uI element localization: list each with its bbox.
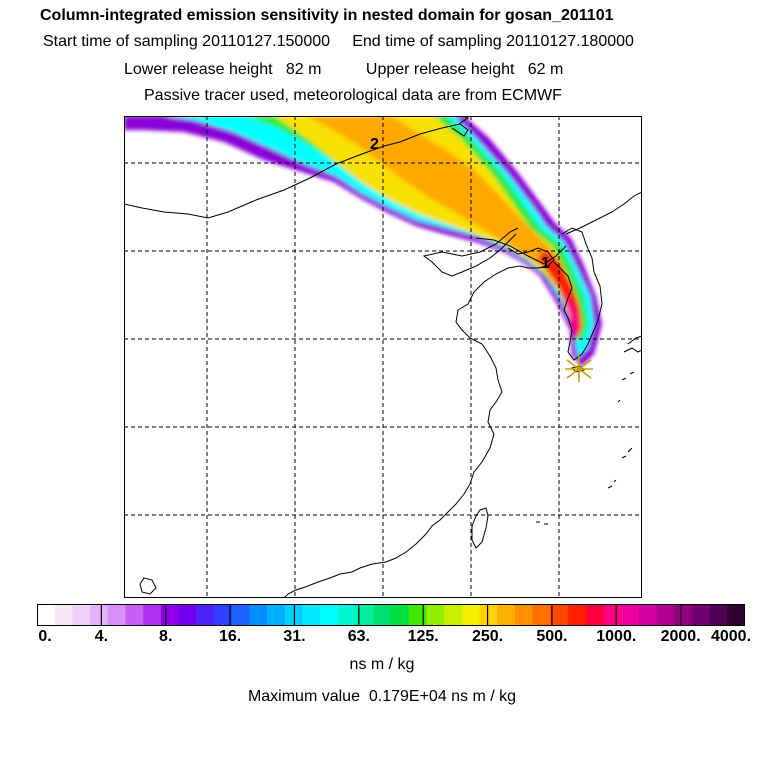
sensitivity-map: 2 1	[124, 116, 642, 598]
color-scale-frame	[37, 604, 745, 626]
color-swatch	[373, 604, 392, 626]
color-swatch	[656, 604, 675, 626]
korea-east-coast	[565, 191, 642, 235]
color-swatch	[391, 604, 409, 626]
color-swatch	[603, 604, 622, 626]
coastlines	[124, 116, 642, 598]
color-swatch	[284, 604, 303, 626]
color-swatch	[621, 604, 640, 626]
jeju	[571, 365, 585, 373]
color-swatch	[497, 604, 516, 626]
color-swatch	[408, 604, 427, 626]
grid-lines	[124, 116, 642, 598]
china-korea-border	[475, 237, 567, 265]
color-swatch	[461, 604, 480, 626]
color-swatch	[320, 604, 339, 626]
units-label: ns m / kg	[349, 656, 415, 673]
sensitivity-plume	[124, 116, 602, 366]
color-swatch	[355, 604, 374, 626]
tracer-info-line: Passive tracer used, meteorological data…	[144, 87, 562, 104]
plume-label-2: 2	[370, 136, 379, 153]
color-swatch	[691, 604, 710, 626]
color-scale-tick-label: 4.	[94, 628, 109, 645]
color-swatch	[196, 604, 215, 626]
china-east-coast	[283, 227, 521, 598]
color-swatch	[249, 604, 268, 626]
taiwan	[471, 507, 489, 549]
color-scale-bar	[37, 604, 745, 626]
color-swatch	[54, 604, 73, 626]
color-swatch	[107, 604, 126, 626]
color-swatch	[267, 604, 286, 626]
color-swatch	[214, 604, 232, 626]
color-scale-tick-label: 16.	[218, 628, 242, 645]
map-frame	[124, 116, 642, 598]
color-swatch	[160, 604, 179, 626]
plume-label-1: 1	[541, 255, 550, 272]
color-swatch	[532, 604, 551, 626]
color-swatch	[585, 604, 604, 626]
mongolia-border	[124, 123, 469, 219]
color-swatch	[90, 604, 109, 626]
color-scale-tick-label: 500.	[536, 628, 568, 645]
color-swatch	[72, 604, 91, 626]
color-swatch	[709, 604, 728, 626]
plot-title: Column-integrated emission sensitivity i…	[40, 7, 614, 24]
color-scale-tick-label: 1000.	[596, 628, 637, 645]
color-swatch	[337, 604, 356, 626]
color-swatch	[514, 604, 533, 626]
release-height-line: Lower release height 82 m Upper release …	[124, 61, 564, 78]
color-scale-tick-label: 63.	[347, 628, 370, 645]
color-scale-tick-label: 250.	[471, 628, 504, 645]
shandong-coast	[507, 247, 555, 269]
color-scale-tick-label: 8.	[159, 628, 173, 645]
ryukyu-dots	[536, 371, 635, 525]
color-swatch	[143, 604, 162, 626]
color-swatch	[727, 604, 745, 626]
japan-kyushu	[623, 335, 642, 353]
color-swatch	[674, 604, 693, 626]
color-scale-tick-labels: 0. 4. 8. 16. 31. 63. 125. 250. 500. 1000. 2000. 400…	[0, 628, 768, 652]
color-swatch	[550, 604, 569, 626]
color-scale-tick-label: 4000.	[710, 628, 752, 645]
color-swatch	[37, 604, 55, 626]
receptor-star-icon	[565, 356, 593, 382]
color-swatch	[568, 604, 586, 626]
color-scale-tick-label: 0.	[38, 628, 52, 645]
color-scale-tick-label: 31.	[283, 628, 306, 645]
color-swatch	[231, 604, 250, 626]
color-swatch	[479, 604, 498, 626]
maximum-value-label: Maximum value 0.179E+04 ns m / kg	[247, 688, 517, 705]
color-scale-tick-label: 125.	[407, 628, 439, 645]
color-swatch	[426, 604, 445, 626]
color-swatch	[178, 604, 197, 626]
color-scale-tick-label: 2000.	[660, 628, 701, 645]
color-swatch	[125, 604, 144, 626]
sampling-time-line: Start time of sampling 20110127.150000 E…	[43, 33, 634, 50]
color-swatch	[638, 604, 657, 626]
color-swatch	[444, 604, 463, 626]
color-swatch	[302, 604, 321, 626]
hainan	[139, 577, 157, 595]
korea-peninsula	[553, 227, 603, 361]
